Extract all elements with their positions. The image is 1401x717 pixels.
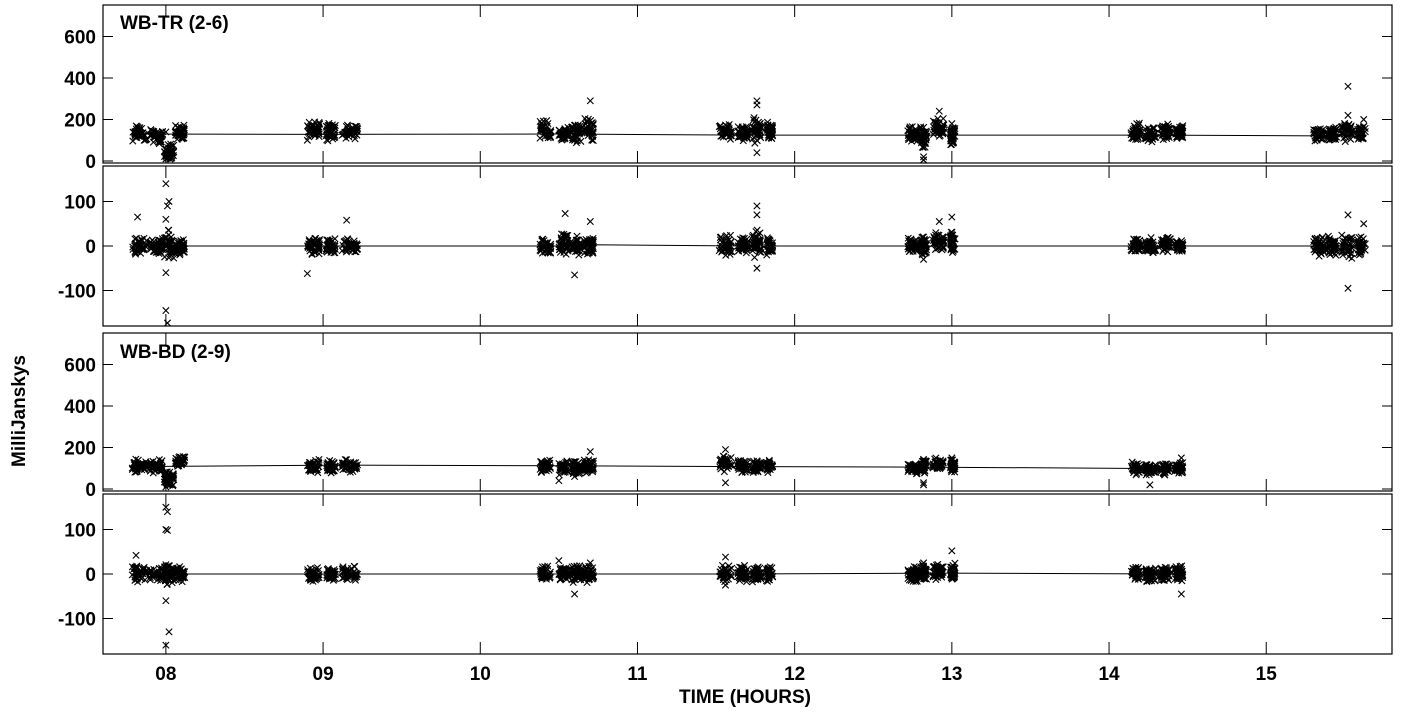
point-stroke bbox=[161, 253, 169, 261]
y-tick-label: 400 bbox=[64, 69, 96, 90]
x-tick-label: 10 bbox=[470, 664, 491, 685]
fit-line-2-phase bbox=[131, 572, 1183, 575]
subplot-frame-2-amplitude bbox=[102, 332, 1393, 492]
phase-point bbox=[132, 234, 140, 242]
point-stroke bbox=[136, 132, 144, 140]
point-stroke bbox=[149, 243, 157, 251]
amplitude-point bbox=[154, 136, 162, 144]
y-tick-label: -100 bbox=[58, 610, 96, 631]
point-stroke bbox=[132, 242, 140, 250]
phase-point bbox=[154, 238, 162, 246]
point-stroke bbox=[131, 250, 140, 258]
axis-ticks bbox=[103, 5, 1392, 654]
x-tick-label: 08 bbox=[155, 664, 176, 685]
phase-point bbox=[165, 226, 173, 234]
point-stroke bbox=[157, 242, 165, 250]
point-stroke bbox=[149, 138, 158, 146]
point-stroke bbox=[151, 131, 159, 139]
point-stroke bbox=[154, 136, 162, 144]
point-stroke bbox=[143, 236, 151, 245]
point-stroke bbox=[151, 243, 159, 251]
y-tick-label: 200 bbox=[64, 111, 96, 132]
point-stroke bbox=[132, 234, 140, 242]
y-tick-label: 600 bbox=[64, 356, 96, 377]
point-stroke bbox=[156, 129, 164, 138]
point-stroke bbox=[129, 137, 137, 145]
y-tick-label: 100 bbox=[64, 193, 96, 214]
amplitude-point bbox=[151, 131, 159, 139]
y-tick-label: 0 bbox=[85, 480, 96, 501]
phase-point bbox=[147, 238, 155, 246]
point-stroke bbox=[149, 128, 157, 136]
phase-point bbox=[151, 243, 159, 251]
x-tick-label: 15 bbox=[1256, 664, 1278, 685]
amplitude-point bbox=[135, 132, 143, 140]
y-tick-label: 0 bbox=[85, 565, 96, 586]
y-tick-labels: 0 200 400 600 -100 0 100 0 200 400 600 -100 0 100 bbox=[58, 28, 96, 631]
phase-point bbox=[131, 247, 139, 256]
amplitude-point bbox=[131, 130, 139, 138]
model-fit-lines bbox=[131, 133, 1366, 575]
point-stroke bbox=[147, 132, 155, 140]
x-tick-label: 11 bbox=[627, 664, 648, 685]
point-stroke bbox=[155, 249, 163, 258]
point-stroke bbox=[131, 130, 139, 138]
x-tick-label: 12 bbox=[784, 664, 805, 685]
point-stroke bbox=[154, 238, 162, 246]
point-stroke bbox=[150, 134, 158, 142]
amplitude-point bbox=[129, 137, 137, 145]
y-tick-label: 0 bbox=[85, 152, 96, 173]
visibility-points bbox=[128, 82, 1369, 649]
subplot-frame-1-amplitude bbox=[102, 4, 1393, 164]
phase-point bbox=[138, 245, 147, 253]
y-tick-label: 100 bbox=[64, 521, 96, 542]
amplitude-point bbox=[147, 132, 155, 140]
point-stroke bbox=[138, 245, 147, 253]
panel-frames bbox=[102, 4, 1393, 655]
y-tick-label: 400 bbox=[64, 397, 96, 418]
amplitude-point bbox=[136, 132, 144, 140]
point-stroke bbox=[131, 247, 139, 256]
phase-point bbox=[132, 242, 140, 250]
phase-point bbox=[131, 250, 140, 258]
amplitude-point bbox=[156, 129, 164, 138]
y-tick-label: 200 bbox=[64, 439, 96, 460]
point-stroke bbox=[156, 247, 164, 256]
point-stroke bbox=[157, 135, 165, 144]
amplitude-point bbox=[157, 135, 165, 144]
y-tick-label: -100 bbox=[58, 282, 96, 303]
point-stroke bbox=[147, 238, 155, 246]
x-tick-label: 09 bbox=[313, 664, 334, 685]
y-tick-label: 600 bbox=[64, 28, 96, 49]
y-tick-label: 0 bbox=[85, 237, 96, 258]
point-stroke bbox=[160, 241, 169, 249]
x-tick-label: 13 bbox=[941, 664, 962, 685]
point-stroke bbox=[135, 132, 143, 140]
fit-line-2-amplitude bbox=[131, 464, 1183, 470]
point-stroke bbox=[162, 234, 170, 242]
x-tick-labels: 08 09 10 11 12 13 14 15 bbox=[155, 664, 1277, 685]
x-tick-label: 14 bbox=[1098, 664, 1120, 685]
